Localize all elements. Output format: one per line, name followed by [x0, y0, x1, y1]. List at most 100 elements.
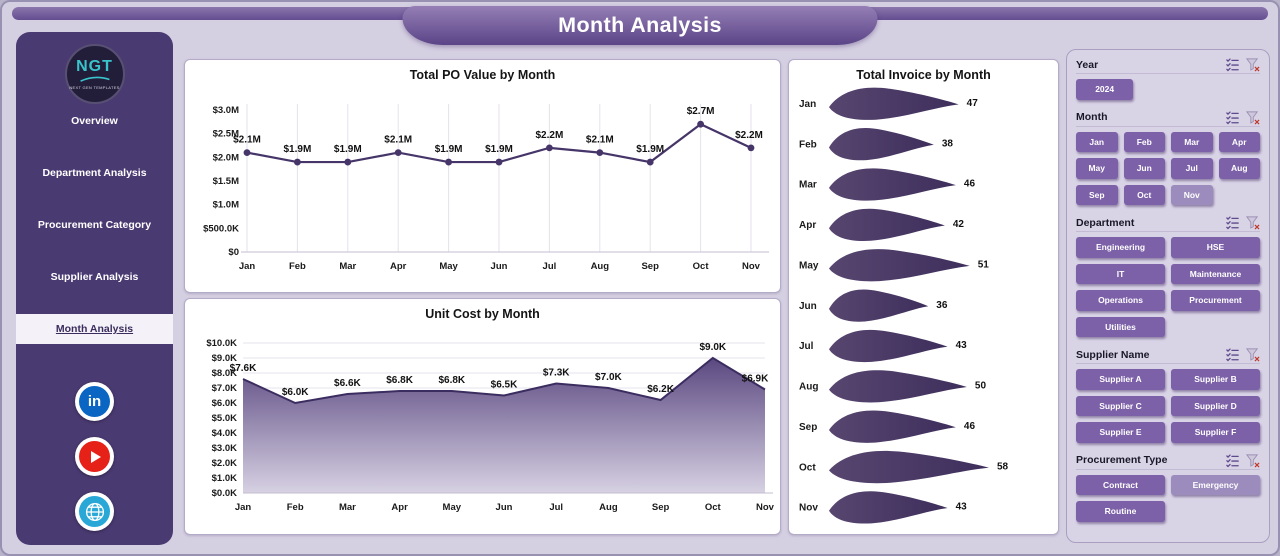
slicer-option-supplier-e[interactable]: Supplier E [1076, 422, 1165, 443]
social-links: in [16, 382, 173, 531]
multi-select-icon[interactable] [1225, 110, 1240, 125]
svg-text:$2.2M: $2.2M [535, 130, 563, 141]
sidebar-item-month-analysis[interactable]: Month Analysis [16, 314, 173, 344]
slicer-header-icons [1225, 57, 1260, 72]
slicer-option-procurement[interactable]: Procurement [1171, 290, 1260, 311]
svg-text:Nov: Nov [756, 502, 775, 513]
slicer-option-oct[interactable]: Oct [1123, 184, 1165, 205]
svg-text:Feb: Feb [799, 139, 817, 150]
svg-text:$1.9M: $1.9M [636, 144, 664, 155]
slicer-header: Department [1076, 215, 1260, 232]
slicer-option-2024[interactable]: 2024 [1076, 79, 1134, 100]
clear-filter-icon[interactable] [1245, 110, 1260, 125]
svg-text:May: May [439, 261, 458, 272]
slicer-option-hse[interactable]: HSE [1171, 237, 1260, 258]
svg-text:46: 46 [964, 421, 976, 432]
svg-text:Nov: Nov [799, 503, 818, 514]
svg-text:Jul: Jul [549, 502, 563, 513]
youtube-icon[interactable] [75, 437, 114, 476]
y-axis-labels: $0 $500.0K $1.0M $1.5M $2.0M $2.5M $3.0M [203, 105, 239, 258]
ribbon-row: Sep 46 [799, 410, 976, 443]
slicer-option-nov[interactable]: Nov [1171, 184, 1213, 205]
slicer-header: Month [1076, 110, 1260, 127]
slicer-title: Procurement Type [1076, 454, 1168, 466]
invoice-chart-title: Total Invoice by Month [856, 68, 991, 82]
slicer-option-emergency[interactable]: Emergency [1171, 474, 1260, 495]
svg-text:$6.8K: $6.8K [438, 375, 465, 386]
linkedin-icon[interactable]: in [75, 382, 114, 421]
slicer-option-jan[interactable]: Jan [1076, 131, 1118, 152]
slicer-option-it[interactable]: IT [1076, 263, 1165, 284]
slicer-option-jun[interactable]: Jun [1123, 158, 1165, 179]
slicer-option-contract[interactable]: Contract [1076, 474, 1165, 495]
svg-text:$1.9M: $1.9M [485, 144, 513, 155]
svg-text:58: 58 [997, 461, 1009, 472]
slicer-department: Department Engineering HSE IT Maintenance Ope… [1076, 215, 1260, 337]
page-title: Month Analysis [558, 13, 722, 37]
svg-text:47: 47 [967, 98, 979, 109]
sidebar-nav: Overview Department Analysis Procurement C… [16, 106, 173, 344]
ribbon-shape [829, 128, 934, 161]
sidebar-item-procurement-category[interactable]: Procurement Category [16, 210, 173, 240]
multi-select-icon[interactable] [1225, 453, 1240, 468]
clear-filter-icon[interactable] [1245, 347, 1260, 362]
series-area [242, 358, 765, 493]
website-glyph [79, 496, 110, 527]
slicer-header: Year [1076, 57, 1260, 74]
multi-select-icon[interactable] [1225, 215, 1240, 230]
slicer-option-aug[interactable]: Aug [1218, 158, 1260, 179]
slicer-header-icons [1225, 215, 1260, 230]
slicer-option-mar[interactable]: Mar [1171, 131, 1213, 152]
ribbon-shape [829, 289, 929, 322]
svg-text:May: May [799, 260, 819, 271]
sidebar-item-label: Department Analysis [42, 167, 147, 179]
slicer-option-supplier-c[interactable]: Supplier C [1076, 395, 1165, 416]
multi-select-icon[interactable] [1225, 347, 1240, 362]
svg-text:38: 38 [942, 138, 954, 149]
slicer-option-routine[interactable]: Routine [1076, 501, 1165, 522]
svg-text:$1.9M: $1.9M [333, 144, 361, 155]
clear-filter-icon[interactable] [1245, 57, 1260, 72]
slicer-option-engineering[interactable]: Engineering [1076, 237, 1165, 258]
slicer-option-sep[interactable]: Sep [1076, 184, 1118, 205]
sidebar-item-department-analysis[interactable]: Department Analysis [16, 158, 173, 188]
slicer-option-jul[interactable]: Jul [1171, 158, 1213, 179]
svg-text:$2.0K: $2.0K [211, 458, 236, 469]
slicer-option-supplier-a[interactable]: Supplier A [1076, 369, 1165, 390]
sidebar-item-overview[interactable]: Overview [16, 106, 173, 136]
slicer-option-supplier-f[interactable]: Supplier F [1171, 422, 1260, 443]
slicer-option-supplier-b[interactable]: Supplier B [1171, 369, 1260, 390]
slicer-option-supplier-d[interactable]: Supplier D [1171, 395, 1260, 416]
svg-text:$3.0M: $3.0M [212, 105, 238, 116]
clear-filter-icon[interactable] [1245, 215, 1260, 230]
svg-text:Jan: Jan [234, 502, 251, 513]
svg-text:Jan: Jan [799, 99, 816, 110]
slicer-options: Supplier A Supplier B Supplier C Supplier D… [1076, 369, 1260, 443]
slicer-header: Procurement Type [1076, 453, 1260, 470]
svg-text:$2.1M: $2.1M [384, 135, 412, 146]
svg-text:Jul: Jul [542, 261, 556, 272]
slicer-option-feb[interactable]: Feb [1123, 131, 1165, 152]
slicer-option-maintenance[interactable]: Maintenance [1171, 263, 1260, 284]
ribbon-row: Mar 46 [799, 168, 975, 201]
slicer-option-operations[interactable]: Operations [1076, 290, 1165, 311]
website-icon[interactable] [75, 492, 114, 531]
slicer-procurement-type: Procurement Type Contract Emergency Routine [1076, 453, 1260, 522]
series-line [242, 356, 766, 405]
slicer-option-apr[interactable]: Apr [1218, 131, 1260, 152]
multi-select-icon[interactable] [1225, 57, 1240, 72]
svg-text:Apr: Apr [390, 261, 407, 272]
slicer-options: Contract Emergency Routine [1076, 474, 1260, 522]
sidebar-item-supplier-analysis[interactable]: Supplier Analysis [16, 262, 173, 292]
svg-text:Jan: Jan [238, 261, 255, 272]
slicer-option-may[interactable]: May [1076, 158, 1118, 179]
svg-text:$1.9M: $1.9M [434, 144, 462, 155]
svg-text:$7.3K: $7.3K [542, 368, 569, 379]
slicer-option-utilities[interactable]: Utilities [1076, 316, 1165, 337]
slicer-options: 2024 [1076, 79, 1260, 100]
sidebar-item-label: Overview [71, 115, 118, 127]
y-axis-labels: $0.0K $1.0K $2.0K $3.0K $4.0K $5.0K $6.0K $7.0K… [206, 338, 237, 499]
svg-text:$1.9M: $1.9M [283, 144, 311, 155]
clear-filter-icon[interactable] [1245, 453, 1260, 468]
svg-text:43: 43 [956, 340, 968, 351]
